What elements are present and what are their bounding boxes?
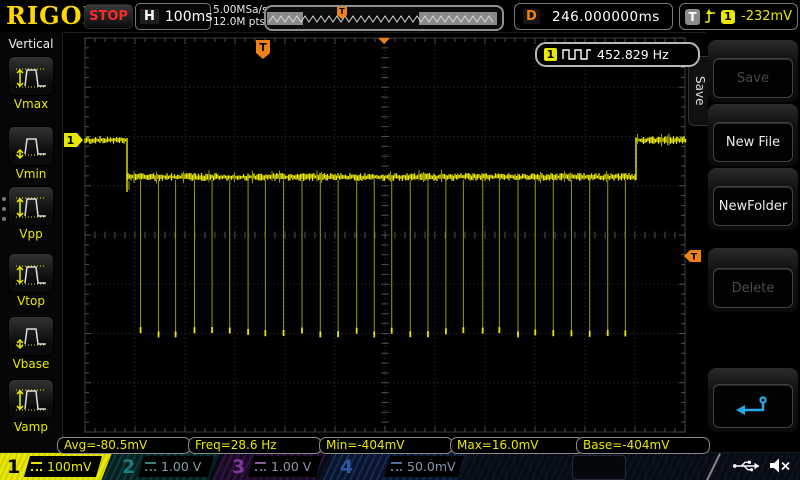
delay-value: 246.000000ms	[552, 8, 660, 25]
return-button[interactable]	[713, 384, 793, 428]
usb-icon	[732, 460, 760, 471]
counter-channel-badge: 1	[544, 48, 557, 61]
measurement-avg: Avg=-80.5mV	[57, 437, 191, 454]
svg-text:T: T	[691, 253, 698, 263]
trigger-level-value: -232mV	[741, 9, 793, 24]
preview-trigger-marker[interactable]: T	[337, 7, 347, 19]
d-label: D	[523, 9, 540, 24]
new-file-button[interactable]: New File	[713, 122, 793, 162]
left-measure-menu: Vertical Vmax Vmin	[0, 32, 63, 450]
channel-number: 2	[122, 456, 136, 478]
vtop-icon	[16, 265, 46, 285]
channel-1-status[interactable]: 1 100mV	[0, 453, 112, 480]
empty-status-slot	[572, 455, 626, 480]
preview-waveform	[268, 15, 494, 23]
new-folder-button[interactable]: NewFolder	[713, 186, 793, 226]
h-label: H	[140, 9, 159, 24]
vamp-icon	[16, 389, 46, 411]
frequency-counter: 1 452.829 Hz	[535, 42, 700, 67]
waveform-display[interactable]: 1 T T	[62, 32, 708, 450]
delete-button[interactable]: Delete	[713, 268, 793, 308]
horizontal-timebase-panel[interactable]: H 100ms	[135, 3, 213, 30]
channel-scale: 1.00 V	[161, 459, 202, 474]
counter-value: 452.829 Hz	[597, 47, 669, 62]
status-divider	[705, 453, 721, 480]
sidebar-item-label: Vbase	[12, 357, 50, 371]
svg-text:1: 1	[67, 134, 75, 147]
vmin-icon	[16, 138, 46, 160]
trigger-source-channel: 1	[721, 9, 735, 24]
sidebar-item-vtop[interactable]: Vtop	[0, 253, 62, 308]
menu-page-indicator	[2, 207, 6, 211]
return-arrow-icon	[736, 396, 767, 415]
waveform-preview-strip[interactable]: T	[264, 5, 504, 31]
run-stop-status[interactable]: STOP	[84, 4, 133, 29]
top-status-bar: RIGOL STOP H 100ms 5.00MSa/s 12.0M pts T…	[0, 0, 800, 33]
menu-title: Vertical	[8, 37, 54, 51]
soft-menu-slot	[708, 368, 798, 432]
svg-text:T: T	[259, 41, 267, 54]
channel-scale: 1.00 V	[271, 459, 312, 474]
channel-number: 1	[7, 456, 21, 478]
acquisition-info: 5.00MSa/s 12.0M pts	[213, 4, 268, 28]
sidebar-item-label: Vmax	[13, 97, 49, 111]
speaker-muted-icon	[770, 458, 790, 473]
menu-tab-save: Save	[688, 56, 708, 126]
menu-page-indicator	[2, 217, 6, 221]
t-label: T	[685, 8, 700, 25]
channel-2-status[interactable]: 2 1.00 V	[102, 453, 220, 480]
rising-edge-icon	[705, 9, 715, 23]
channel-number: 4	[340, 456, 354, 478]
rigol-logo: RIGOL	[6, 1, 101, 30]
channel-status-bar: 1 100mV 2 1.00 V 3 1.00 V 4 50.0mV	[0, 452, 800, 480]
vpp-icon	[16, 197, 46, 218]
delay-panel[interactable]: D 246.000000ms	[514, 3, 673, 30]
dc-coupling-icon	[391, 462, 402, 471]
save-button[interactable]: Save	[713, 58, 793, 98]
sample-rate: 5.00MSa/s	[213, 4, 268, 16]
dc-coupling-icon	[145, 462, 156, 471]
channel-4-status[interactable]: 4 50.0mV	[322, 453, 468, 480]
sidebar-item-vmax[interactable]: Vmax	[0, 56, 62, 111]
dc-coupling-icon	[255, 462, 266, 471]
sidebar-item-label: Vmin	[15, 167, 47, 181]
sidebar-item-vpp[interactable]: Vpp	[0, 186, 62, 241]
sidebar-item-label: Vamp	[14, 420, 48, 434]
channel-scale: 100mV	[47, 459, 92, 474]
channel-3-status[interactable]: 3 1.00 V	[212, 453, 326, 480]
sidebar-item-label: Vtop	[17, 294, 45, 308]
soft-menu-slot: Save	[708, 40, 798, 102]
square-wave-icon	[562, 49, 591, 60]
measurement-freq: Freq=28.6 Hz	[188, 437, 322, 454]
channel-number: 3	[232, 456, 246, 478]
measurement-max: Max=16.0mV	[450, 437, 584, 454]
soft-menu-slot: New File	[708, 104, 798, 166]
trigger-panel[interactable]: T 1 -232mV	[679, 3, 798, 30]
channel-scale: 50.0mV	[407, 459, 456, 474]
sidebar-item-vmin[interactable]: Vmin	[0, 126, 62, 181]
dc-coupling-icon	[31, 462, 42, 471]
sidebar-item-vbase[interactable]: Vbase	[0, 316, 62, 371]
measurement-base: Base=-404mV	[576, 437, 710, 454]
soft-menu-slot: NewFolder	[708, 168, 798, 230]
memory-depth: 12.0M pts	[213, 16, 266, 28]
vbase-icon	[16, 328, 46, 350]
soft-menu-slot: Delete	[708, 248, 798, 312]
measurement-min: Min=-404mV	[319, 437, 453, 454]
timebase-value: 100ms	[164, 8, 213, 25]
preview-left-segment	[267, 12, 303, 25]
vmax-icon	[16, 68, 46, 88]
menu-page-indicator	[2, 197, 6, 201]
sidebar-item-vamp[interactable]: Vamp	[0, 379, 62, 434]
sidebar-item-label: Vpp	[19, 227, 43, 241]
